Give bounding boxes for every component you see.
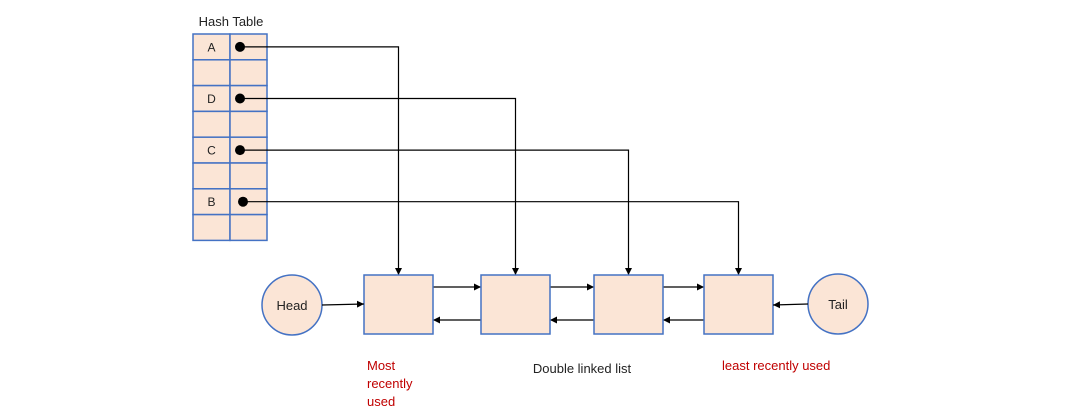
pointer-line [243,201,742,275]
pointer-cell [229,213,268,242]
pointer-line [240,46,402,275]
tail-node: Tail [807,273,869,335]
hash-table: A D C B [192,33,268,242]
list-node [593,274,664,335]
most-recent-line-1: Most [367,358,396,373]
pointer-dot [235,145,245,156]
key-label: A [207,40,215,54]
pointer-cell [229,110,268,138]
hash-table-row: A [192,33,268,61]
most-recent-label: Most recently used [367,358,416,409]
list-links [433,283,704,324]
hash-table-row [192,110,268,138]
most-recent-line-3: used [367,394,395,409]
list-node [703,274,774,335]
head-node: Head [261,274,323,336]
hash-table-row [192,213,268,242]
pointer-line [240,149,632,275]
pointer-dot [235,41,245,52]
key-cell [192,162,231,190]
head-arrow [321,300,365,308]
pointer-cell [229,59,268,87]
key-label: D [207,92,216,106]
list-caption: Double linked list [533,361,632,376]
pointer-line [240,97,519,275]
head-label: Head [276,298,307,313]
key-cell [192,213,231,242]
pointer-cell [229,162,268,190]
key-label: C [207,144,216,158]
hash-table-row [192,59,268,87]
tail-label: Tail [828,297,848,312]
pointer-dot [235,93,245,104]
key-cell [192,110,231,138]
pointer-dot [238,196,248,207]
least-recent-label: least recently used [722,358,830,373]
tail-arrow [772,301,809,309]
list-node [480,274,551,335]
hash-pointers [235,41,742,275]
key-cell [192,59,231,87]
hash-table-row [192,162,268,190]
hash-table-row: B [192,188,268,216]
key-label: B [207,195,215,209]
list-nodes [363,274,774,335]
most-recent-line-2: recently [367,376,413,391]
hash-table-title: Hash Table [199,14,264,29]
list-node [363,274,434,335]
